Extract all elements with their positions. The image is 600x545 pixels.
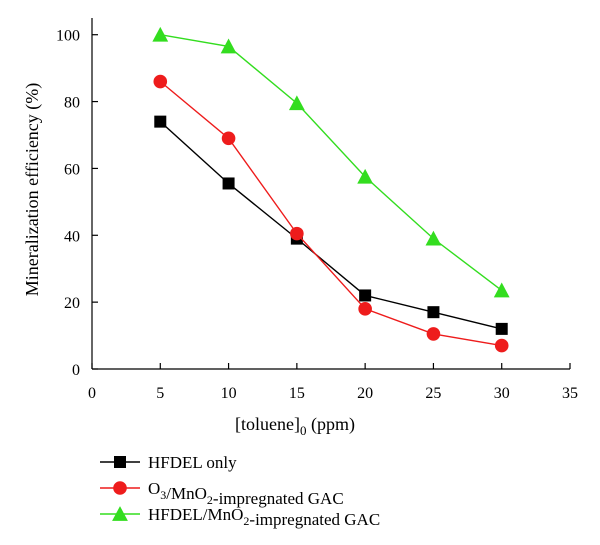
- legend-label: HFDEL/MnO2-impregnated GAC: [148, 505, 380, 529]
- data-point-circle: [221, 131, 236, 146]
- legend-item: O3/MnO2-impregnated GAC: [100, 479, 344, 508]
- y-tick-label: 80: [64, 95, 80, 112]
- data-point-circle: [290, 226, 304, 241]
- data-point-triangle: [357, 168, 374, 184]
- legend-label: O3/MnO2-impregnated GAC: [148, 479, 344, 508]
- data-point-circle: [494, 338, 509, 353]
- x-tick-label: 5: [156, 385, 164, 402]
- y-tick-label: 0: [72, 362, 80, 379]
- y-tick-label: 40: [64, 228, 80, 245]
- data-point-triangle: [288, 95, 305, 111]
- plot-series: [152, 26, 510, 353]
- x-tick-label: 15: [289, 385, 305, 402]
- x-tick-label: 35: [562, 385, 578, 402]
- x-axis-title: [toluene]0 (ppm): [235, 414, 355, 438]
- data-point-circle: [153, 74, 168, 89]
- series-circle: [153, 74, 509, 353]
- legend-item: HFDEL/MnO2-impregnated GAC: [100, 505, 380, 529]
- x-tick-label: 0: [88, 385, 96, 402]
- data-point-triangle: [220, 38, 237, 54]
- data-point-square: [495, 322, 508, 335]
- data-point-square: [222, 177, 235, 190]
- series-triangle: [152, 26, 510, 298]
- legend-marker-circle: [113, 481, 127, 495]
- series-line: [159, 80, 502, 347]
- data-point-triangle: [152, 26, 169, 42]
- legend-marker-triangle: [112, 506, 128, 521]
- data-point-square: [154, 115, 167, 128]
- x-tick-label: 30: [494, 385, 510, 402]
- legend-marker-square: [114, 456, 126, 468]
- series-square: [154, 115, 508, 335]
- data-point-triangle: [425, 230, 442, 246]
- x-tick-label: 25: [425, 385, 441, 402]
- series-line: [159, 121, 502, 330]
- x-tick-label: 10: [221, 385, 237, 402]
- x-tick-label: 20: [357, 385, 373, 402]
- data-point-square: [359, 289, 372, 302]
- legend: HFDEL only O3/MnO2-impregnated GACHFDEL/M…: [100, 453, 380, 529]
- legend-label: HFDEL only: [148, 453, 237, 472]
- y-tick-label: 60: [64, 161, 80, 178]
- data-point-triangle: [493, 282, 510, 298]
- y-tick-label: 100: [56, 28, 80, 45]
- data-point-square: [427, 306, 440, 319]
- y-tick-label: 20: [64, 295, 80, 312]
- axes: 0 20 40 60 80 100 0 5 10 15 20 25 30 35 Mineralization…: [22, 18, 578, 438]
- series-line: [160, 34, 503, 292]
- data-point-circle: [358, 302, 372, 316]
- data-point-circle: [426, 327, 441, 341]
- legend-item: HFDEL only: [100, 453, 237, 472]
- y-axis-title: Mineralization efficiency (%): [22, 83, 43, 297]
